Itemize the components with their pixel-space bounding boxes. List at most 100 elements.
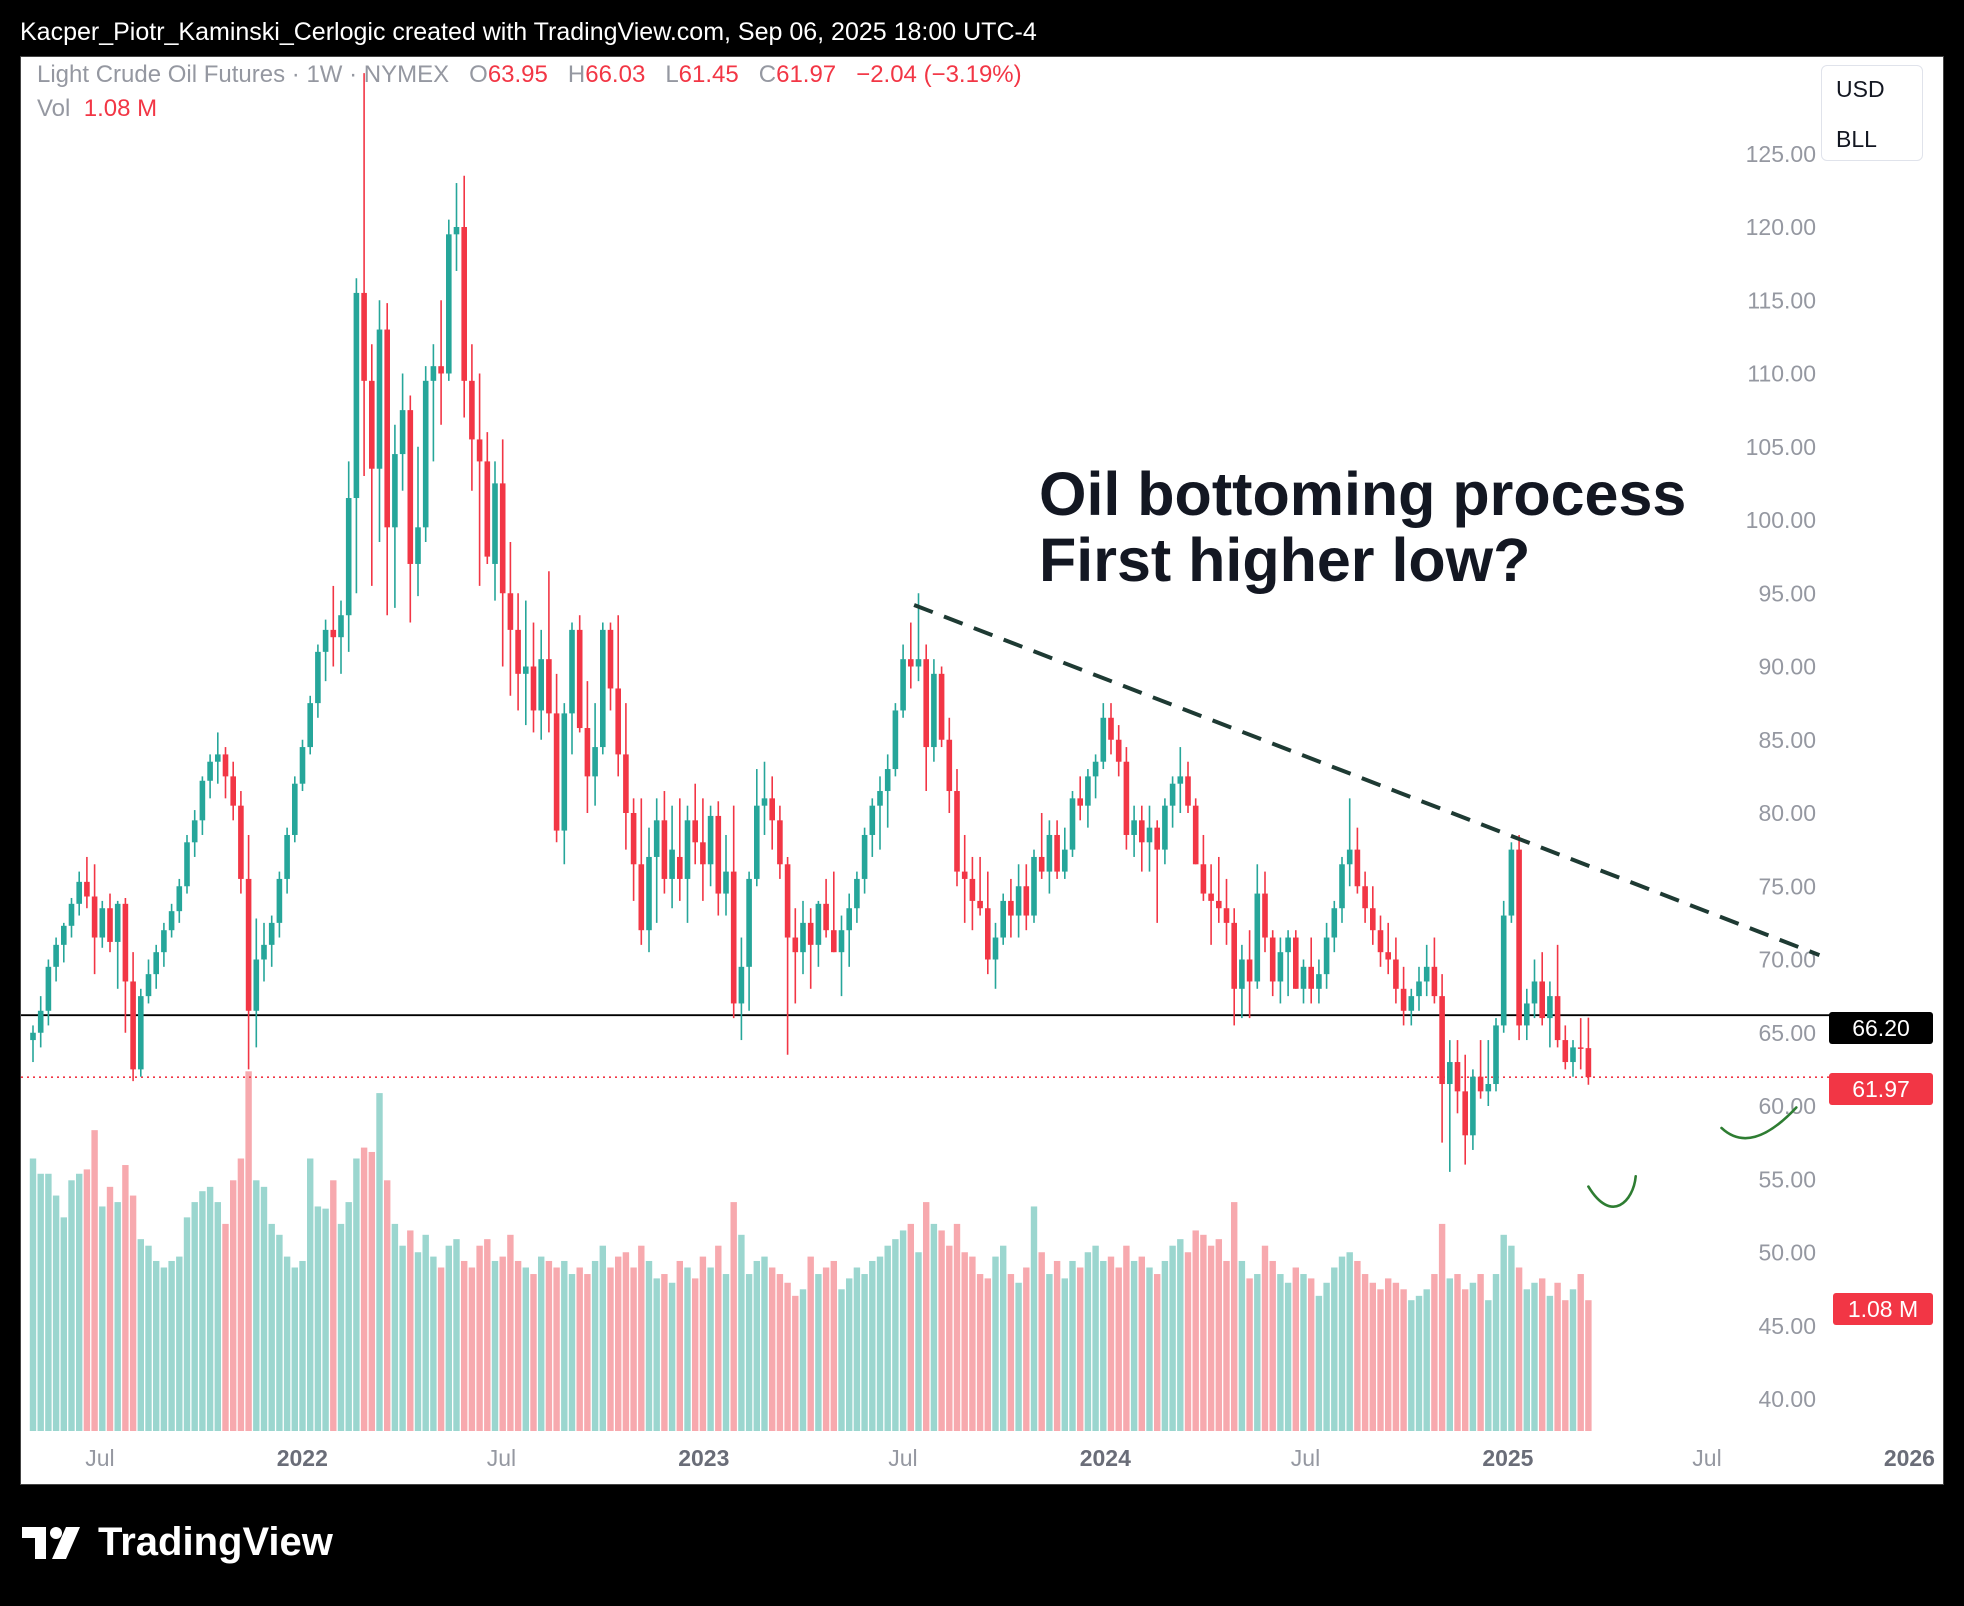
price-chart[interactable]: 40.00 45.00 50.00 55.00 60.00 65.00 70.00 75.00… [21, 57, 1943, 1484]
volume-bar [1115, 1267, 1122, 1431]
volume-bar [1469, 1282, 1477, 1431]
candle-body [315, 651, 321, 704]
candle-body [823, 903, 829, 931]
volume-bar [1184, 1252, 1192, 1431]
volume-bar [715, 1245, 722, 1431]
y-tick-label: 105.00 [1746, 434, 1816, 460]
volume-bar [1077, 1267, 1084, 1431]
volume-bar [484, 1239, 491, 1431]
volume-bar [1223, 1260, 1230, 1431]
volume-bar [29, 1158, 37, 1431]
volume-bar [861, 1274, 868, 1431]
candle-body [677, 856, 683, 879]
candle-body [1146, 827, 1153, 843]
volume-bar [876, 1256, 884, 1431]
candle-body [584, 728, 591, 777]
candle-body [546, 659, 552, 714]
support-price-tag: 66.20 [1829, 1012, 1933, 1044]
candle-body [276, 878, 283, 923]
descending-trendline[interactable] [913, 603, 1821, 957]
candle-body [1508, 849, 1515, 916]
y-tick-label: 55.00 [1758, 1166, 1816, 1192]
candle-body [1223, 908, 1230, 923]
volume-bar [45, 1173, 52, 1431]
volume-bar [391, 1223, 399, 1431]
candle-body [784, 864, 791, 938]
volume-bar [830, 1260, 837, 1431]
candle-body [961, 871, 968, 879]
volume-bar [453, 1239, 460, 1431]
candle-body [861, 834, 868, 879]
candle-body [1192, 805, 1199, 865]
volume-bar [445, 1245, 452, 1431]
volume-bar [846, 1278, 853, 1431]
candle-body [268, 922, 275, 945]
volume-bar [1246, 1278, 1253, 1431]
candle-body [1577, 1047, 1584, 1049]
candle-body [461, 227, 467, 381]
volume-bar [1107, 1256, 1115, 1431]
candle-body [1062, 849, 1068, 872]
volume-bar [815, 1274, 822, 1431]
candle-body [1408, 996, 1415, 1011]
volume-bar [299, 1260, 306, 1431]
volume-bar [1030, 1206, 1038, 1431]
volume-bar [83, 1169, 91, 1431]
chart-panel[interactable]: 40.00 45.00 50.00 55.00 60.00 65.00 70.00 75.00… [20, 56, 1944, 1485]
volume-bar [137, 1239, 144, 1431]
y-tick-label: 95.00 [1758, 580, 1816, 606]
close-value: 61.97 [776, 61, 837, 88]
volume-bar [1007, 1274, 1015, 1431]
candle-body [84, 881, 90, 897]
volume-bar [976, 1274, 984, 1431]
volume-bar [984, 1278, 991, 1431]
candle-body [1477, 1076, 1484, 1092]
unit-label[interactable]: BLL [1836, 126, 1877, 152]
volume-bar [1123, 1245, 1130, 1431]
candle-body [199, 780, 206, 821]
candle-body [1370, 908, 1376, 931]
volume-bar [1423, 1289, 1430, 1431]
volume-bar [1015, 1282, 1022, 1431]
candle-body [222, 754, 229, 777]
candle-body [1300, 966, 1307, 989]
volume-bar [191, 1202, 198, 1431]
currency-label[interactable]: USD [1836, 76, 1885, 102]
last-price-tag: 61.97 [1829, 1073, 1933, 1105]
candle-body [1162, 805, 1168, 850]
candle-body [168, 911, 175, 931]
candle-body [669, 849, 675, 879]
y-tick-label: 45.00 [1758, 1313, 1816, 1339]
volume-bar [1315, 1295, 1323, 1431]
higher-low-curve[interactable] [1587, 1175, 1637, 1208]
candle-body [307, 703, 313, 748]
candle-body [476, 439, 483, 462]
volume-bar [245, 1071, 252, 1431]
volume-bar [645, 1260, 653, 1431]
candle-body [161, 930, 167, 953]
volume-bar [1569, 1289, 1577, 1431]
volume-bar [946, 1245, 953, 1431]
volume-bar [699, 1256, 707, 1431]
candle-body [1423, 966, 1430, 982]
candle-body [715, 815, 722, 894]
volume-bar [1554, 1282, 1561, 1431]
volume-bar [776, 1274, 784, 1431]
currency-unit-selector[interactable]: USD BLL [1821, 65, 1923, 161]
candle-body [869, 805, 876, 835]
tradingview-logo[interactable]: TradingView [22, 1520, 333, 1565]
candle-body [1585, 1048, 1592, 1078]
candle-body [1185, 776, 1191, 806]
candle-body [492, 483, 498, 564]
volume-bar [237, 1158, 245, 1431]
annotation-line-2: First higher low? [1039, 526, 1531, 594]
volume-bar [1284, 1282, 1292, 1431]
candle-body [553, 713, 560, 831]
volume-bar [68, 1180, 75, 1431]
higher-low-curve[interactable] [1720, 1106, 1798, 1140]
volume-bar [1038, 1252, 1045, 1431]
candle-body [1331, 908, 1338, 938]
volume-bar [892, 1239, 899, 1431]
volume-bar [722, 1274, 730, 1431]
volume-bar [822, 1267, 830, 1431]
